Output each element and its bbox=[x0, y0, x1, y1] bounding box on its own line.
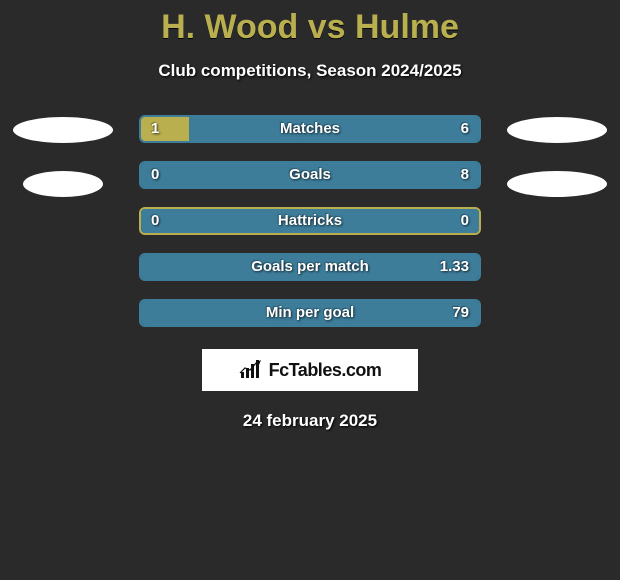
stat-value-right: 79 bbox=[452, 301, 469, 325]
left-player-emblem-group bbox=[8, 115, 118, 197]
stat-row: Min per goal79 bbox=[139, 299, 481, 327]
left-emblem-placeholder-1 bbox=[13, 117, 113, 143]
stats-bars: 1Matches60Goals80Hattricks0Goals per mat… bbox=[139, 115, 481, 327]
stat-row: 0Goals8 bbox=[139, 161, 481, 189]
content-area: 1Matches60Goals80Hattricks0Goals per mat… bbox=[0, 115, 620, 431]
stat-row: Goals per match1.33 bbox=[139, 253, 481, 281]
fctables-chart-icon bbox=[239, 360, 263, 380]
stat-value-right: 1.33 bbox=[440, 255, 469, 279]
comparison-page: H. Wood vs Hulme Club competitions, Seas… bbox=[0, 0, 620, 580]
fctables-label: FcTables.com bbox=[269, 360, 382, 381]
fctables-badge-inner: FcTables.com bbox=[239, 360, 382, 381]
page-title: H. Wood vs Hulme bbox=[0, 0, 620, 47]
stat-row: 1Matches6 bbox=[139, 115, 481, 143]
stat-value-right: 8 bbox=[461, 163, 469, 187]
comparison-date: 24 february 2025 bbox=[0, 411, 620, 431]
stat-label: Goals bbox=[141, 163, 479, 187]
fctables-badge[interactable]: FcTables.com bbox=[202, 349, 418, 391]
right-emblem-placeholder-2 bbox=[507, 171, 607, 197]
page-subtitle: Club competitions, Season 2024/2025 bbox=[0, 61, 620, 81]
stat-value-right: 0 bbox=[461, 209, 469, 233]
stat-row: 0Hattricks0 bbox=[139, 207, 481, 235]
stat-label: Matches bbox=[141, 117, 479, 141]
right-player-emblem-group bbox=[502, 115, 612, 197]
stat-label: Min per goal bbox=[141, 301, 479, 325]
stat-label: Goals per match bbox=[141, 255, 479, 279]
stat-label: Hattricks bbox=[141, 209, 479, 233]
stat-value-right: 6 bbox=[461, 117, 469, 141]
left-emblem-placeholder-2 bbox=[23, 171, 103, 197]
right-emblem-placeholder-1 bbox=[507, 117, 607, 143]
